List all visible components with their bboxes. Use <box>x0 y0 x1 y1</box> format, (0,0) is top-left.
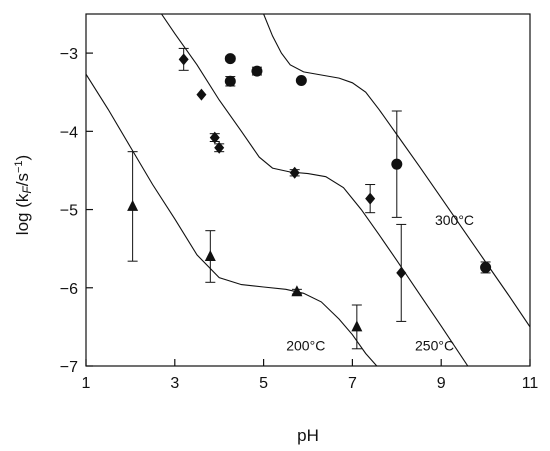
x-tick-label: 5 <box>259 375 268 392</box>
data-point-circle <box>251 65 263 77</box>
data-point-triangle <box>351 320 363 332</box>
x-axis-title: pH <box>297 426 319 445</box>
curve-label-250-c: 250°C <box>415 337 454 353</box>
data-point-diamond <box>178 53 189 66</box>
curve-label-200-c: 200°C <box>286 337 325 353</box>
x-tick-label: 9 <box>437 375 446 392</box>
y-tick-label: −6 <box>60 281 78 298</box>
data-point-diamond <box>289 166 300 179</box>
y-tick-label: −3 <box>60 46 78 63</box>
fit-curve-300-c <box>263 14 530 328</box>
y-tick-label: −5 <box>60 203 78 220</box>
y-axis-title: log (kF/s−1) <box>13 155 34 235</box>
y-tick-label: −7 <box>60 359 78 376</box>
data-point-triangle <box>291 285 303 297</box>
x-tick-label: 1 <box>82 375 91 392</box>
data-point-circle <box>480 261 492 273</box>
data-point-diamond <box>209 131 220 144</box>
x-tick-label: 11 <box>522 375 539 392</box>
data-point-triangle <box>204 249 216 261</box>
data-point-diamond <box>396 266 407 279</box>
data-point-diamond <box>365 192 376 205</box>
y-tick-label: −4 <box>60 124 78 141</box>
data-point-triangle <box>127 199 139 211</box>
data-point-circle <box>295 74 307 86</box>
data-point-diamond <box>214 141 225 154</box>
data-point-circle <box>391 158 403 170</box>
data-point-circle <box>224 75 236 87</box>
fit-curve-250-c <box>161 14 469 366</box>
x-tick-label: 3 <box>170 375 179 392</box>
fit-curve-200-c <box>86 73 378 366</box>
curve-label-300-c: 300°C <box>435 212 474 228</box>
data-point-circle <box>224 53 236 65</box>
plot-frame <box>85 13 531 367</box>
data-point-diamond <box>196 88 207 101</box>
x-tick-label: 7 <box>348 375 357 392</box>
